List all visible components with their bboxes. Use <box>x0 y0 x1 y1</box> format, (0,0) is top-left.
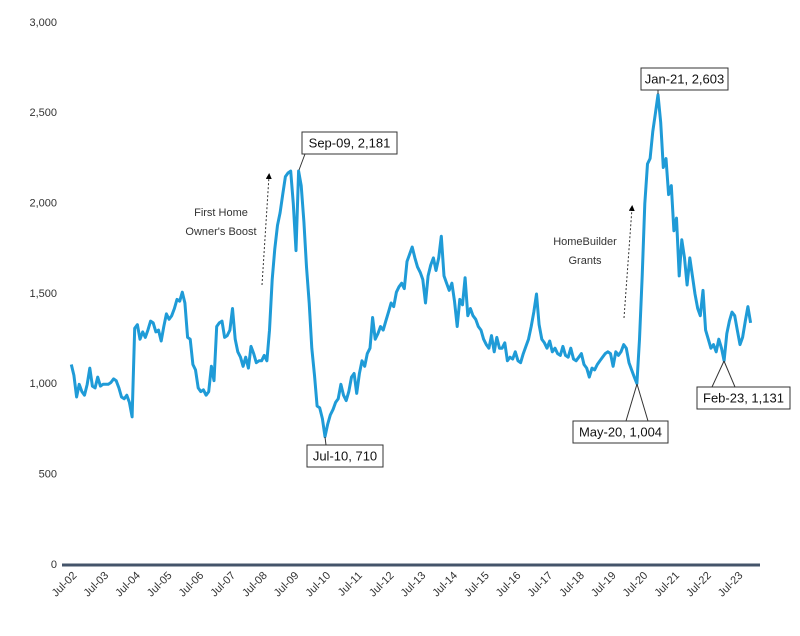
x-tick-label: Jul-06 <box>177 570 207 600</box>
callout-label: Feb-23, 1,131 <box>703 390 784 405</box>
x-tick-label: Jul-21 <box>652 570 682 600</box>
callout-label: Jan-21, 2,603 <box>645 71 725 86</box>
annotation: Grants <box>568 255 602 267</box>
callout-box <box>572 420 669 444</box>
callout-leader <box>324 436 327 446</box>
x-tick-label: Jul-10 <box>304 570 334 600</box>
x-tick-label: Jul-18 <box>557 570 587 600</box>
x-tick-label: Jul-11 <box>336 570 365 599</box>
annotation: HomeBuilder <box>553 236 617 248</box>
callout-box <box>696 386 791 410</box>
y-tick-label: 2,500 <box>29 107 57 119</box>
x-tick-label: Jul-07 <box>208 570 238 600</box>
x-tick-label: Jul-14 <box>430 570 460 600</box>
x-tick-label: Jul-15 <box>462 570 492 600</box>
x-tick-label: Jul-13 <box>399 570 429 600</box>
y-tick-label: 2,000 <box>29 198 57 210</box>
callout-leader <box>625 383 638 422</box>
x-tick-label: Jul-08 <box>240 570 270 600</box>
x-tick-label: Jul-16 <box>494 570 524 600</box>
x-tick-label: Jul-20 <box>621 570 651 600</box>
data-line <box>69 93 753 439</box>
x-tick-label: Jul-19 <box>589 570 619 600</box>
x-tick-label: Jul-05 <box>145 570 175 600</box>
callout-leader <box>298 153 306 171</box>
x-tick-label: Jul-23 <box>716 570 746 600</box>
y-tick-label: 500 <box>39 469 57 481</box>
x-tick-label: Jul-03 <box>82 570 112 600</box>
annotation: Owner's Boost <box>185 226 256 238</box>
x-tick-label: Jul-17 <box>526 570 556 600</box>
arrow <box>261 173 272 286</box>
arrow <box>623 205 635 319</box>
annotation: First Home <box>194 207 248 219</box>
callout-label: Sep-09, 2,181 <box>309 135 391 150</box>
x-tick-label: Jul-22 <box>684 570 714 600</box>
x-tick-label: Jul-09 <box>272 570 302 600</box>
y-tick-label: 3,000 <box>29 17 57 29</box>
callout-label: May-20, 1,004 <box>579 424 662 439</box>
callout-box <box>306 444 384 468</box>
callout-box <box>301 131 398 155</box>
callout-leader <box>723 360 736 388</box>
callout-label: Jul-10, 710 <box>313 448 377 463</box>
x-tick-label: Jul-04 <box>113 570 143 600</box>
y-tick-label: 0 <box>51 559 57 571</box>
y-tick-label: 1,000 <box>29 378 57 390</box>
callout-leader <box>636 383 649 422</box>
callout-box <box>640 67 729 91</box>
callout-leader <box>711 360 725 388</box>
y-tick-label: 1,500 <box>29 288 57 300</box>
x-tick-label: Jul-12 <box>367 570 397 600</box>
x-tick-label: Jul-02 <box>50 570 80 600</box>
